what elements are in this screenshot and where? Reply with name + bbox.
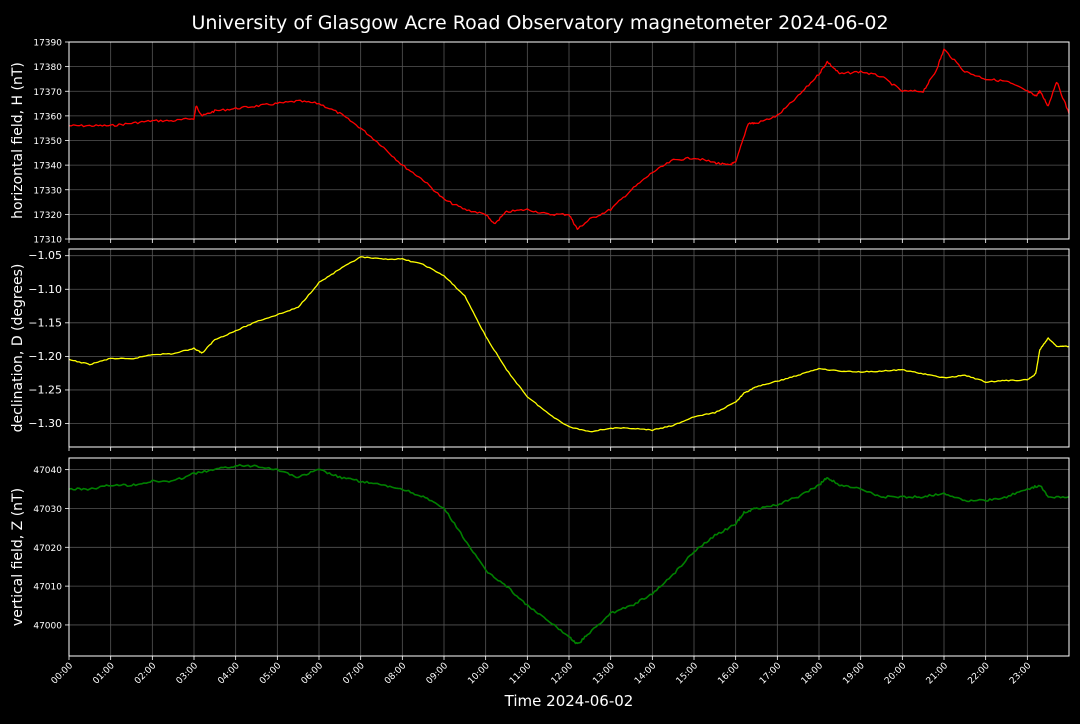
y-tick-label: 17380 xyxy=(33,63,62,73)
axes-frame xyxy=(68,248,1070,448)
x-axis-label: Time 2024-06-02 xyxy=(504,692,634,710)
y-tick-label: −1.15 xyxy=(28,316,62,329)
axes-frame xyxy=(68,41,1070,240)
y-tick-label: 17350 xyxy=(33,137,62,147)
panel-1: 17310 17320 17330 17340 17350 17360 17370 17380… xyxy=(10,39,1070,246)
series-line-Z xyxy=(68,463,1070,645)
y-tick-label: 47020 xyxy=(33,544,62,554)
y-tick-label: 17390 xyxy=(33,39,62,49)
y-axis-label: vertical field, Z (nT) xyxy=(10,488,26,626)
panel-2: −1.30 −1.25 −1.20 −1.15 −1.10 −1.05declinatio… xyxy=(10,248,1070,451)
series-line-D xyxy=(68,256,1070,433)
y-axis-label: horizontal field, H (nT) xyxy=(10,62,26,219)
chart-title: University of Glasgow Acre Road Observat… xyxy=(191,12,888,34)
y-tick-label: 17370 xyxy=(33,88,62,98)
y-tick-label: −1.10 xyxy=(28,283,62,296)
y-tick-label: 47000 xyxy=(33,621,62,631)
y-tick-label: −1.20 xyxy=(28,350,62,363)
y-tick-label: 47040 xyxy=(33,466,62,476)
y-tick-label: −1.25 xyxy=(28,383,62,396)
y-tick-label: 47030 xyxy=(33,505,62,515)
y-tick-label: 17330 xyxy=(33,186,62,196)
y-tick-label: 17340 xyxy=(33,162,62,172)
y-tick-label: −1.30 xyxy=(28,417,62,430)
series-line-H xyxy=(68,48,1070,230)
axes-frame xyxy=(68,457,1070,657)
y-tick-label: 17320 xyxy=(33,211,62,221)
y-axis-label: declination, D (degrees) xyxy=(10,264,26,433)
y-tick-label: 17360 xyxy=(33,112,62,122)
y-tick-label: −1.05 xyxy=(28,249,62,262)
y-tick-label: 47010 xyxy=(33,583,62,593)
y-tick-label: 17310 xyxy=(33,236,62,246)
